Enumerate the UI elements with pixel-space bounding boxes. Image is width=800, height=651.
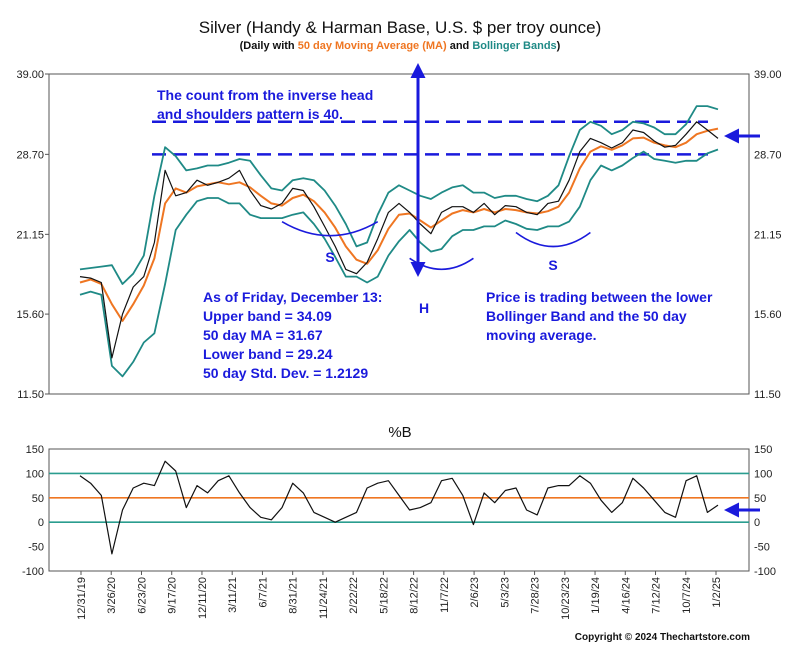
- subtitle-bb-label: Bollinger Bands: [472, 40, 556, 52]
- x-tick-label: 7/28/23: [530, 577, 542, 614]
- copyright: Copyright © 2024 Thechartstore.com: [575, 632, 750, 643]
- subtitle-prefix: (Daily with: [240, 40, 298, 52]
- price-y-tick-left: 28.70: [16, 149, 44, 161]
- x-tick-label: 1/19/24: [590, 577, 602, 614]
- x-tick-label: 2/22/22: [348, 577, 360, 614]
- percent-b-y-tick-right: 0: [754, 517, 760, 529]
- x-tick-label: 5/18/22: [378, 577, 390, 614]
- percent-b-y-tick-right: -50: [754, 542, 770, 554]
- percent-b-y-tick-left: 50: [32, 493, 44, 505]
- stats-line-5: 50 day Std. Dev. = 1.2129: [203, 365, 368, 381]
- lower-bollinger-band: [79, 148, 719, 378]
- percent-b-y-tick-right: 150: [754, 444, 772, 456]
- head-label: H: [419, 300, 429, 316]
- neckline-lines: [152, 120, 708, 156]
- percent-b-y-tick-left: -100: [22, 566, 44, 578]
- percent-b-y-ticks: 150 150 100 100 50 50 0 0 -50 -50 -100 -100: [22, 444, 776, 578]
- price-panel-frame: [48, 73, 750, 395]
- percent-b-reference-lines: [49, 472, 749, 524]
- percent-b-y-tick-left: 100: [26, 468, 44, 480]
- x-tick-label: 10/23/23: [560, 577, 572, 620]
- x-tick-label: 7/12/24: [651, 577, 663, 614]
- percent-b-line: [79, 460, 719, 555]
- stats-line-4: Lower band = 29.24: [203, 346, 333, 362]
- count-note-line-1: The count from the inverse head: [157, 87, 373, 103]
- price-y-tick-left: 21.15: [16, 229, 44, 241]
- note-line-3: moving average.: [486, 327, 597, 343]
- x-tick-label: 4/16/24: [620, 577, 632, 614]
- x-tick-label: 8/12/22: [409, 577, 421, 614]
- x-tick-label: 9/17/20: [167, 577, 179, 614]
- price-y-tick-right: 11.50: [754, 389, 781, 401]
- x-tick-label: 12/31/19: [76, 577, 88, 620]
- subtitle-ma-label: 50 day Moving Average (MA): [298, 40, 447, 52]
- price-y-tick-right: 28.70: [754, 149, 782, 161]
- stats-line-2: Upper band = 34.09: [203, 308, 332, 324]
- percent-b-panel-frame: [48, 448, 750, 572]
- price-y-tick-left: 15.60: [16, 309, 44, 321]
- x-tick-label: 6/7/21: [257, 577, 269, 608]
- price-y-tick-right: 15.60: [754, 309, 782, 321]
- percent-b-title: %B: [388, 424, 411, 441]
- price-y-tick-right: 39.00: [754, 69, 782, 81]
- x-tick-label: 5/3/23: [499, 577, 511, 608]
- percent-b-y-tick-left: 150: [26, 444, 44, 456]
- x-tick-label: 8/31/21: [288, 577, 300, 614]
- note-line-1: Price is trading between the lower: [486, 289, 713, 305]
- price-y-tick-left: 11.50: [17, 389, 44, 401]
- x-tick-label: 3/11/21: [227, 577, 239, 613]
- x-tick-label: 1/2/25: [711, 577, 723, 608]
- x-tick-label: 2/6/23: [469, 577, 481, 608]
- x-tick-label: 12/11/20: [197, 577, 209, 619]
- chart-subtitle: (Daily with 50 day Moving Average (MA) a…: [240, 40, 561, 52]
- note-line-2: Bollinger Band and the 50 day: [486, 308, 687, 324]
- price-y-ticks: 39.00 39.00 28.70 28.70 21.15 21.15 15.60 15.60…: [16, 69, 781, 401]
- percent-b-y-tick-left: -50: [28, 542, 44, 554]
- right-shoulder-curve: [515, 231, 591, 248]
- upper-bollinger-band: [79, 105, 719, 285]
- subtitle-suffix: ): [557, 40, 561, 52]
- percent-b-y-tick-right: 50: [754, 493, 766, 505]
- chart-title: Silver (Handy & Harman Base, U.S. $ per …: [199, 18, 602, 37]
- percent-b-y-tick-right: -100: [754, 566, 776, 578]
- price-series: [79, 105, 719, 378]
- subtitle-and: and: [447, 40, 473, 52]
- stats-line-3: 50 day MA = 31.67: [203, 327, 323, 343]
- x-axis-ticks: 12/31/19 3/26/20 6/23/20 9/17/20 12/11/20 3/1…: [76, 571, 723, 620]
- x-tick-label: 10/7/24: [681, 577, 693, 614]
- price-line: [79, 121, 719, 359]
- percent-b-y-tick-right: 100: [754, 468, 772, 480]
- price-y-tick-right: 21.15: [754, 229, 782, 241]
- x-tick-label: 11/24/21: [318, 577, 330, 619]
- percent-b-series: [79, 460, 719, 555]
- x-tick-label: 6/23/20: [136, 577, 148, 614]
- left-shoulder-label: S: [325, 249, 334, 265]
- stats-line-1: As of Friday, December 13:: [203, 289, 382, 305]
- percent-b-y-tick-left: 0: [38, 517, 44, 529]
- price-y-tick-left: 39.00: [16, 69, 44, 81]
- right-shoulder-label: S: [548, 257, 557, 273]
- left-shoulder-curve: [281, 220, 379, 237]
- x-tick-label: 11/7/22: [439, 577, 451, 613]
- x-tick-label: 3/26/20: [106, 577, 118, 614]
- count-note-line-2: and shoulders pattern is 40.: [157, 106, 343, 122]
